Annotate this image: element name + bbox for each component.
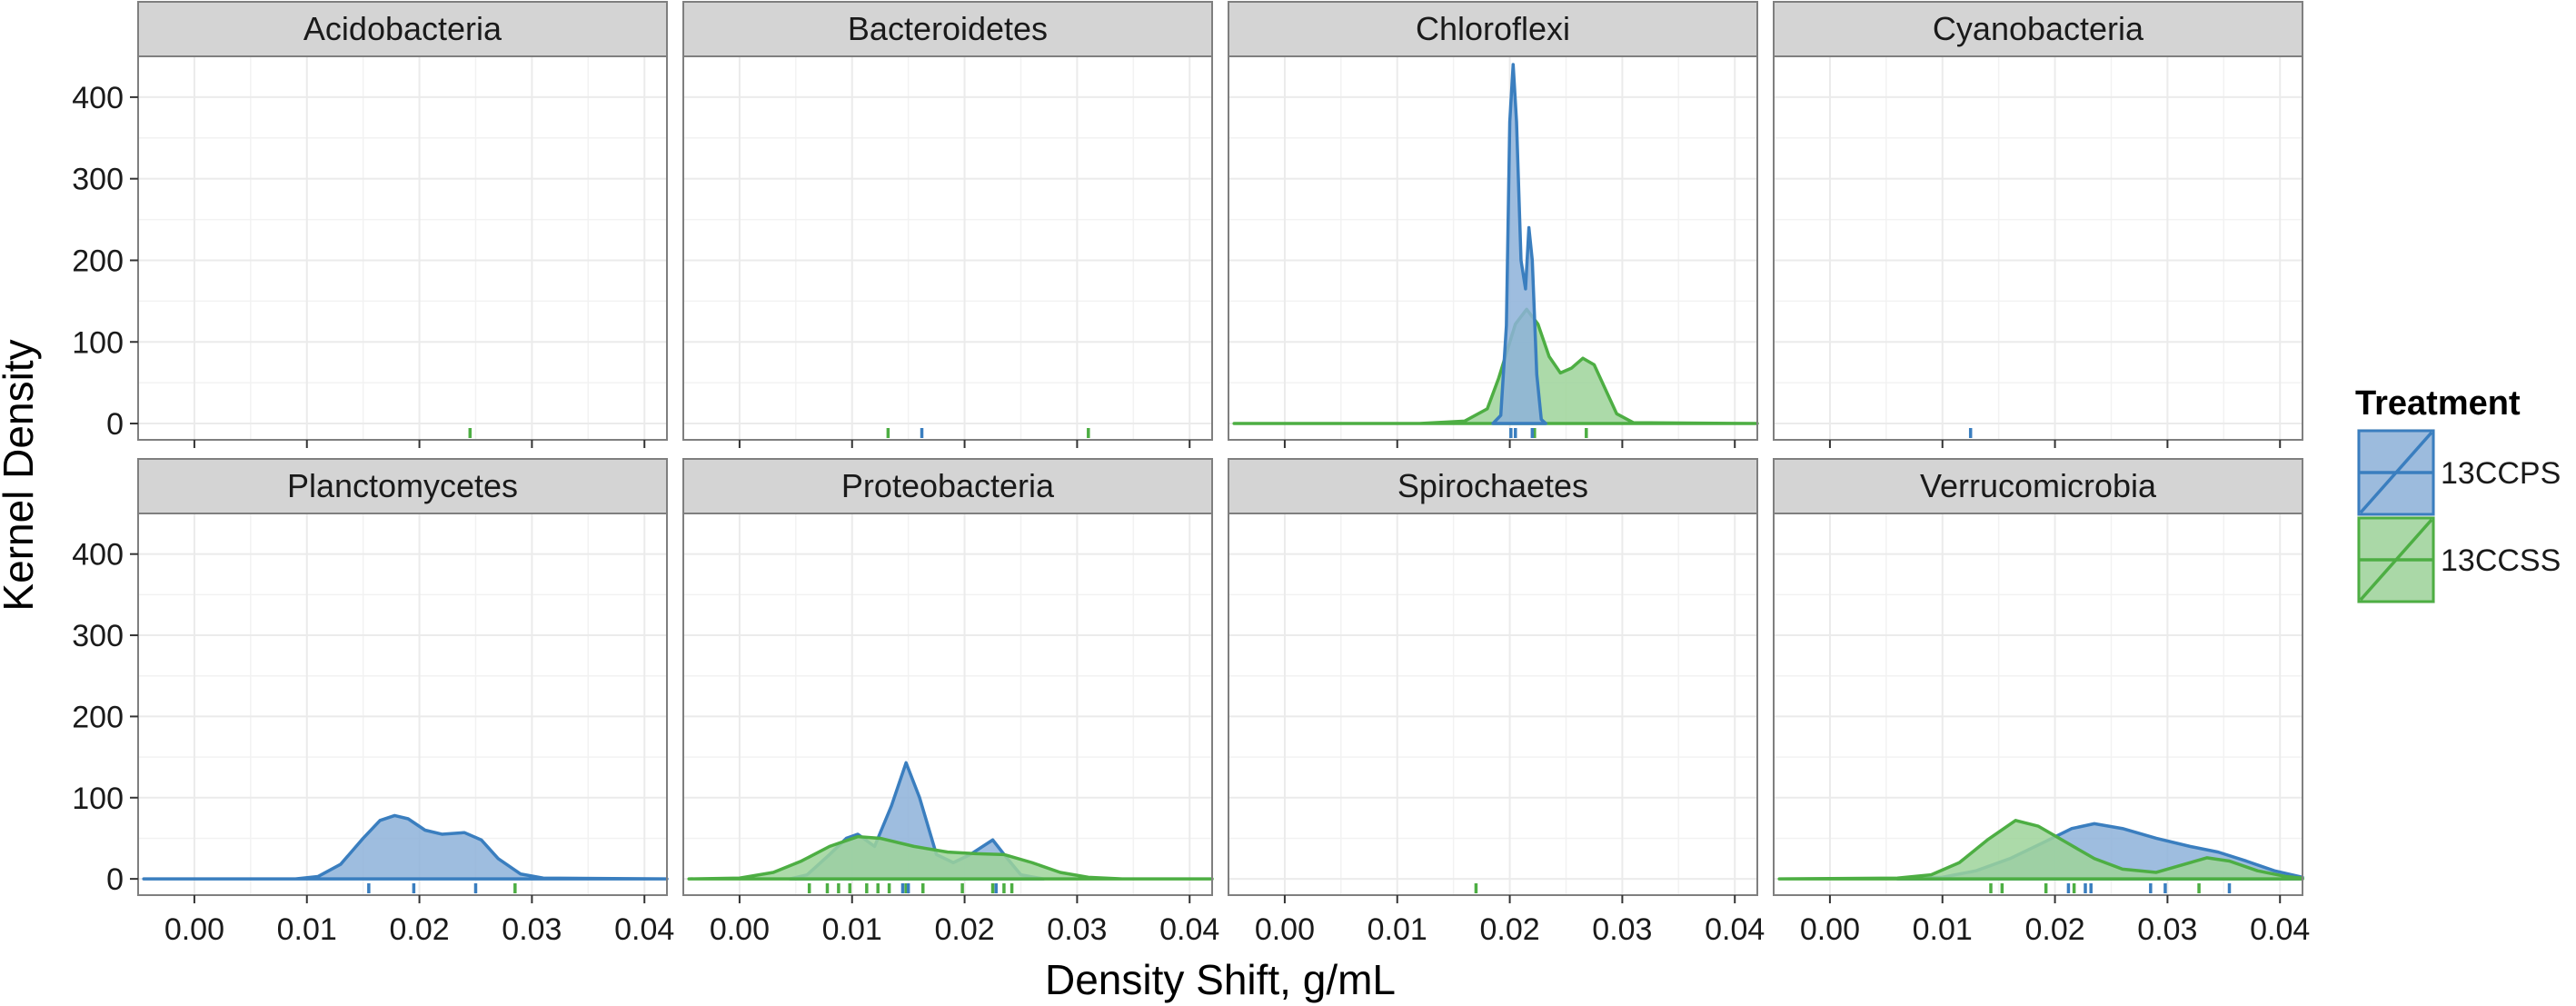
panel-border: [1228, 513, 1758, 896]
y-tick-label: 400: [72, 81, 124, 115]
x-tick-label: 0.02: [2024, 912, 2084, 947]
legend-key-13ccss: [2357, 516, 2435, 603]
legend: Treatment 13CCPS 13CCSS: [2355, 384, 2561, 603]
x-tick-label: 0.04: [1159, 912, 1219, 947]
strip-label-chloroflexi: Chloroflexi: [1416, 10, 1570, 47]
x-axis-title: Density Shift, g/mL: [1045, 956, 1396, 1003]
panel-border: [682, 55, 1213, 441]
strip-label-planctomycetes: Planctomycetes: [287, 467, 518, 504]
x-tick-label: 0.03: [2137, 912, 2197, 947]
legend-label-13ccps: 13CCPS: [2441, 456, 2561, 491]
y-tick-label: 0: [106, 407, 124, 442]
y-tick-label: 0: [106, 862, 124, 897]
density-area-13ccps: [1491, 63, 1547, 425]
strip-spirochaetes: [1228, 458, 1758, 514]
panel-border: [137, 55, 668, 441]
y-tick-label: 100: [72, 782, 124, 816]
x-tick-label: 0.04: [1705, 912, 1765, 947]
y-tick-label: 200: [72, 244, 124, 278]
panel-background: [683, 513, 1212, 895]
y-tick-label: 200: [72, 700, 124, 734]
panel-acidobacteria: Acidobacteria 0 100 200 300 400: [72, 1, 668, 448]
legend-title: Treatment: [2355, 384, 2521, 423]
density-area-13ccss: [687, 834, 1214, 881]
x-tick-label: 0.03: [1047, 912, 1107, 947]
strip-verrucomicrobia: [1773, 458, 2303, 514]
x-tick-label: 0.03: [1592, 912, 1652, 947]
x-tick-label: 0.02: [934, 912, 994, 947]
strip-label-cyanobacteria: Cyanobacteria: [1933, 10, 2144, 47]
panel-background: [138, 56, 667, 440]
panel-bacteroidetes: Bacteroidetes: [682, 1, 1213, 448]
x-tick-label: 0.00: [710, 912, 770, 947]
strip-label-spirochaetes: Spirochaetes: [1397, 467, 1588, 504]
strip-planctomycetes: [137, 458, 668, 514]
y-tick-label: 100: [72, 325, 124, 360]
y-axis-title: Kernel Density: [0, 339, 42, 611]
panel-chloroflexi: Chloroflexi: [1228, 1, 1759, 448]
x-tick-label: 0.02: [1479, 912, 1539, 947]
x-tick-label: 0.03: [502, 912, 562, 947]
legend-label-13ccss: 13CCSS: [2441, 543, 2561, 578]
x-tick-label: 0.02: [389, 912, 449, 947]
x-tick-label: 0.01: [1913, 912, 1973, 947]
panel-cyanobacteria: Cyanobacteria: [1773, 1, 2303, 448]
strip-acidobacteria: [137, 1, 668, 57]
y-tick-label: 300: [72, 163, 124, 197]
panel-border: [1228, 55, 1758, 441]
density-area-13ccss: [1232, 307, 1759, 425]
x-tick-label: 0.04: [2250, 912, 2310, 947]
strip-bacteroidetes: [682, 1, 1213, 57]
panel-background: [683, 56, 1212, 440]
strip-label-bacteroidetes: Bacteroidetes: [848, 10, 1048, 47]
x-tick-label: 0.04: [614, 912, 674, 947]
panel-spirochaetes: Spirochaetes 0.00 0.01 0.02 0.03 0.04: [1228, 458, 1765, 947]
panel-border: [137, 513, 668, 896]
density-area-13ccss: [1777, 819, 2304, 881]
x-tick-label: 0.01: [822, 912, 882, 947]
strip-chloroflexi: [1228, 1, 1758, 57]
x-tick-label: 0.00: [1255, 912, 1315, 947]
x-tick-label: 0.00: [1800, 912, 1860, 947]
panel-border: [682, 513, 1213, 896]
panel-proteobacteria: Proteobacteria 0.00 0.01 0.02 0.03 0.04: [682, 458, 1219, 947]
strip-proteobacteria: [682, 458, 1213, 514]
x-tick-label: 0.01: [1368, 912, 1427, 947]
strip-cyanobacteria: [1773, 1, 2303, 57]
panel-background: [1228, 513, 1757, 895]
panel-border: [1773, 55, 2303, 441]
panel-border: [1773, 513, 2303, 896]
x-tick-label: 0.00: [164, 912, 224, 947]
panel-planctomycetes: Planctomycetes 0 100 200 300 400 0.00 0.01 0.02 0…: [72, 458, 674, 947]
x-tick-label: 0.01: [277, 912, 337, 947]
panel-background: [1774, 56, 2302, 440]
strip-label-verrucomicrobia: Verrucomicrobia: [1920, 467, 2157, 504]
y-tick-label: 300: [72, 619, 124, 653]
panel-verrucomicrobia: Verrucomicrobia 0.00 0.01 0.02 0.03 0.04: [1773, 458, 2310, 947]
legend-key-13ccps: [2357, 429, 2435, 516]
density-area-13ccps: [142, 813, 669, 881]
y-tick-label: 400: [72, 538, 124, 573]
strip-label-acidobacteria: Acidobacteria: [303, 10, 502, 47]
strip-label-proteobacteria: Proteobacteria: [841, 467, 1055, 504]
panel-background: [1228, 56, 1757, 440]
